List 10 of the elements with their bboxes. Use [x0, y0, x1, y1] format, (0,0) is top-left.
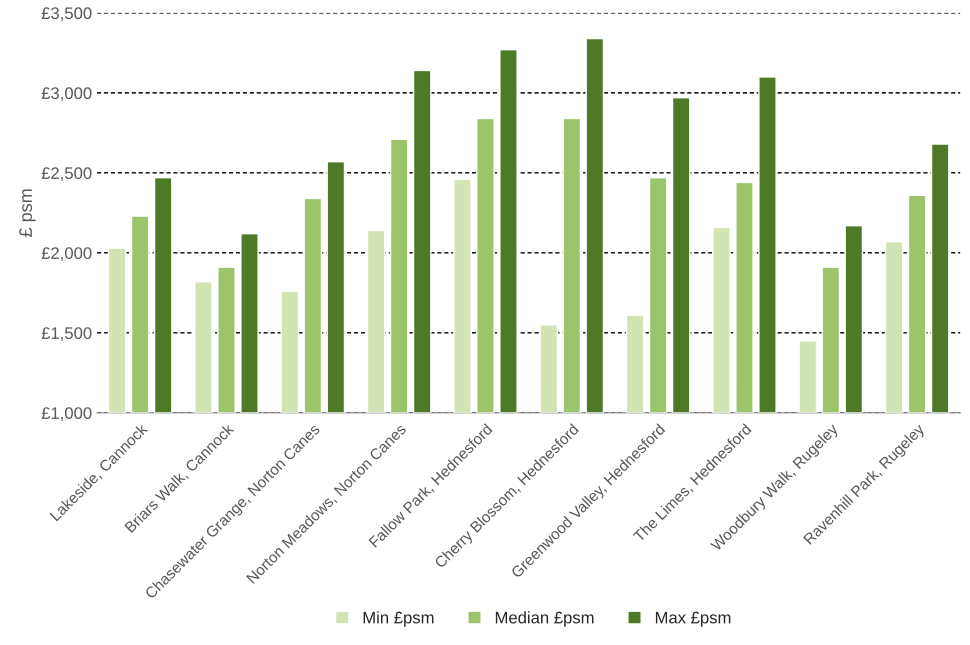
y-tick-label: £3,000: [42, 87, 92, 102]
legend-label: Median £psm: [496, 611, 594, 627]
y-tick-label: £1,500: [42, 327, 92, 341]
y-tick-label: £1,000: [42, 407, 92, 421]
y-tick-label: £2,500: [42, 167, 92, 182]
legend-label: Min £psm: [364, 611, 434, 627]
legend-label: Max £psm: [656, 612, 730, 627]
y-tick-label: £2,000: [42, 247, 92, 262]
y-axis-title: £ psm: [19, 189, 36, 237]
y-tick-label: £3,500: [42, 7, 92, 22]
